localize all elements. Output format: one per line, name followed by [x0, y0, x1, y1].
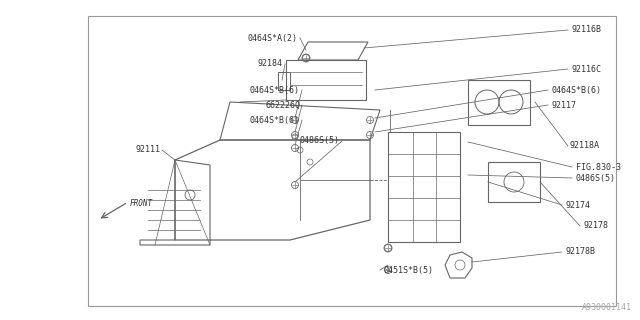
Text: 0464S*A(2): 0464S*A(2) [248, 34, 298, 43]
Text: 0464S*B(6): 0464S*B(6) [250, 116, 300, 124]
Bar [88, 16, 616, 306]
Text: 92116B: 92116B [572, 26, 602, 35]
Text: 92178B: 92178B [566, 247, 596, 257]
Text: 0451S*B(5): 0451S*B(5) [384, 266, 434, 275]
Text: 92116C: 92116C [572, 65, 602, 74]
Text: 0464S*B(6): 0464S*B(6) [552, 85, 602, 94]
Text: A930001141: A930001141 [582, 303, 632, 312]
Text: 92184: 92184 [258, 60, 283, 68]
Text: 92117: 92117 [552, 100, 577, 109]
Text: 0464S*B(6): 0464S*B(6) [250, 85, 300, 94]
Text: 92178: 92178 [584, 221, 609, 230]
Text: 92174: 92174 [566, 201, 591, 210]
Text: 0486S(5): 0486S(5) [300, 137, 340, 146]
Text: FIG.830-3: FIG.830-3 [576, 163, 621, 172]
Text: 662226Q: 662226Q [265, 100, 300, 109]
Text: FRONT: FRONT [130, 199, 153, 208]
Text: 92111: 92111 [135, 146, 160, 155]
Text: 92118A: 92118A [570, 141, 600, 150]
Text: 0486S(5): 0486S(5) [576, 173, 616, 182]
